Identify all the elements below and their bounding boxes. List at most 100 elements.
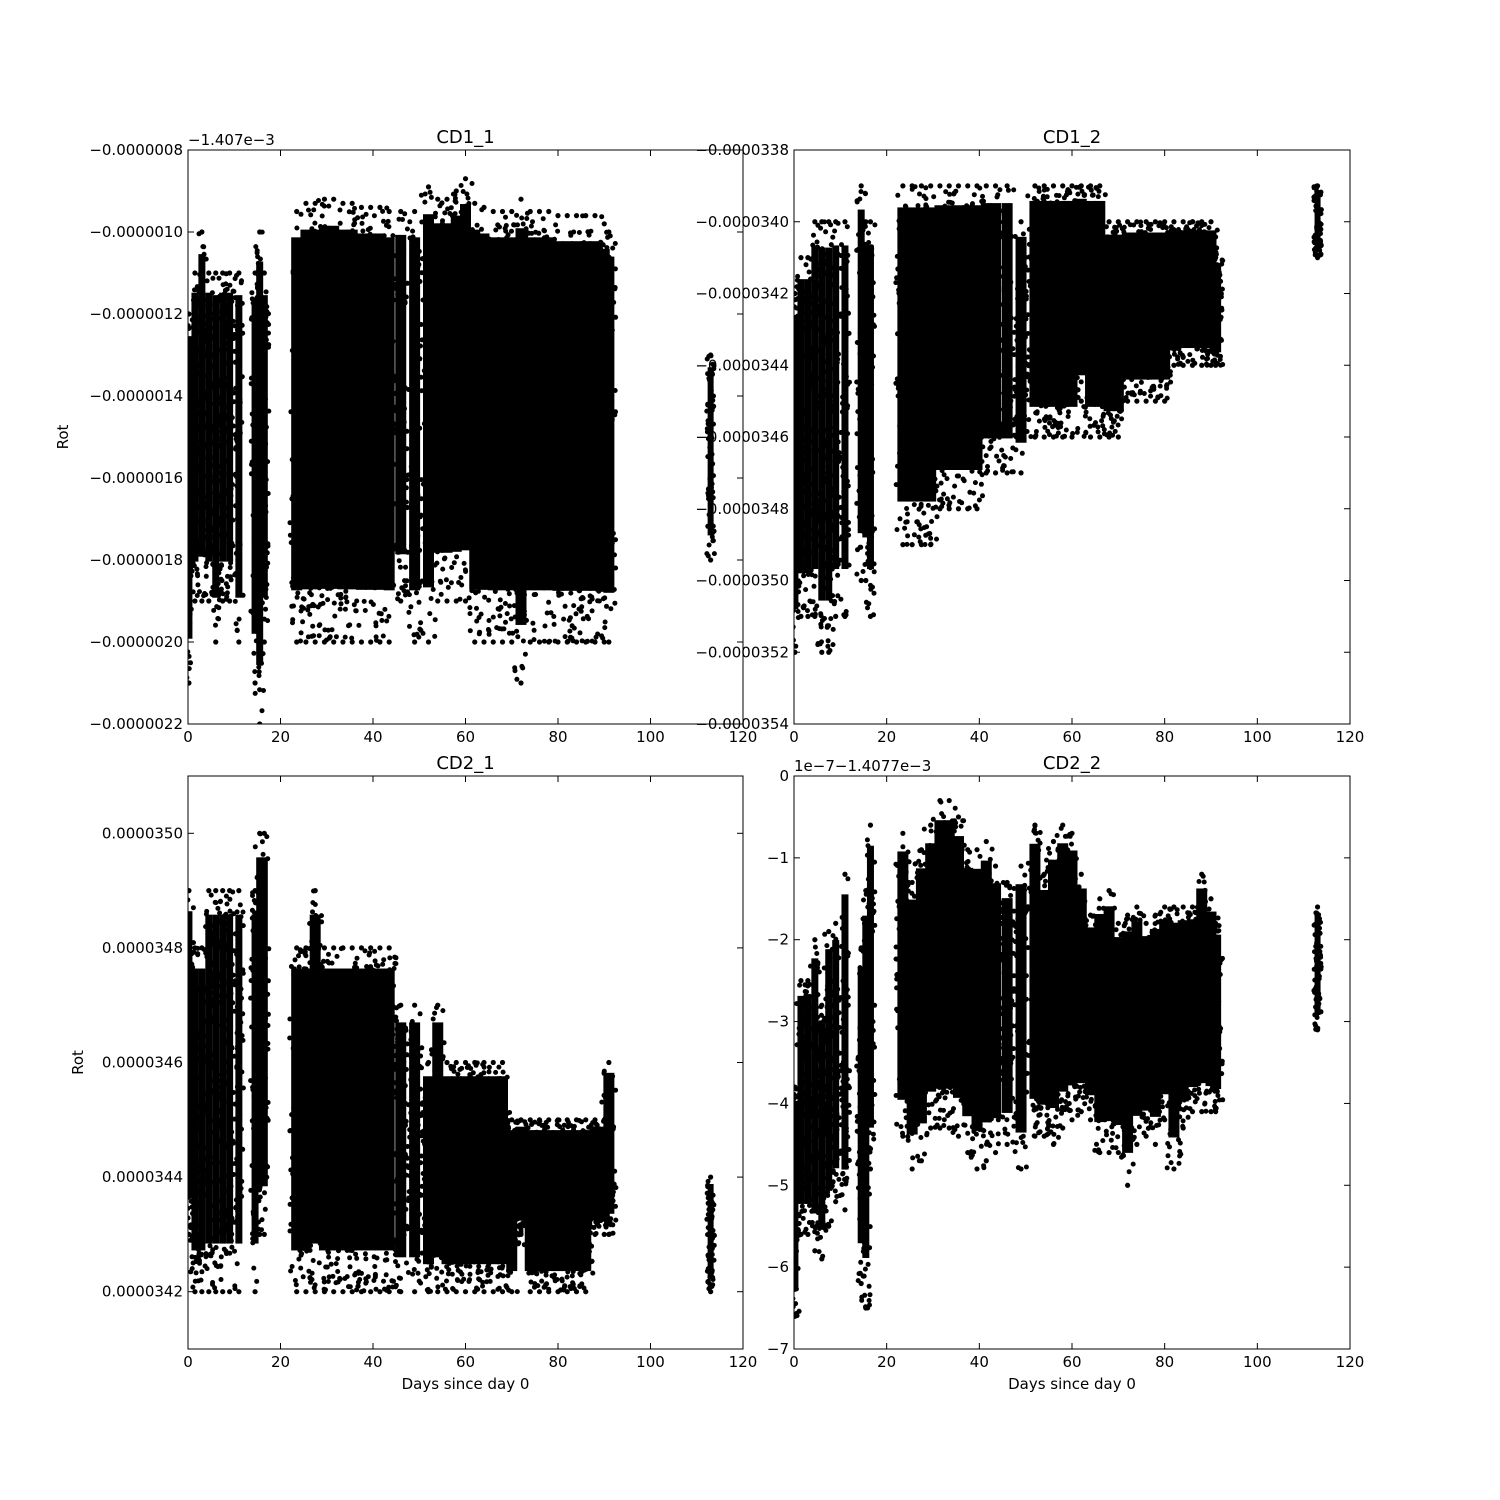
data-point (507, 324, 513, 330)
data-point (406, 609, 412, 615)
data-point (489, 329, 495, 335)
data-point (896, 300, 902, 306)
data-cluster (549, 213, 568, 645)
data-point (357, 351, 363, 357)
data-point (830, 282, 836, 288)
data-point (895, 192, 901, 198)
data-point (817, 641, 823, 647)
data-point (525, 530, 531, 536)
data-point (603, 249, 609, 255)
data-point (354, 426, 360, 431)
data-point (1008, 315, 1014, 321)
data-point (958, 459, 964, 465)
subplot-grid: 0 20 40 60 80 100 120−0.0000022−0.0000020−0.00… (54, 127, 1364, 1393)
data-point (314, 363, 320, 369)
data-point (201, 552, 207, 558)
data-point (265, 618, 271, 624)
data-point (598, 274, 604, 280)
data-point (205, 378, 211, 384)
data-point (472, 474, 478, 480)
data-point (1000, 230, 1006, 236)
data-point (484, 531, 490, 537)
data-point (951, 385, 957, 391)
data-point (606, 463, 612, 469)
data-point (1039, 220, 1045, 226)
data-point (863, 503, 868, 509)
data-point (219, 504, 225, 510)
data-point (599, 408, 604, 414)
data-point (861, 432, 867, 438)
data-point (498, 560, 503, 566)
data-point (856, 488, 862, 494)
data-point (462, 501, 468, 507)
data-point (858, 544, 864, 550)
data-point (393, 421, 398, 427)
data-point (710, 495, 716, 501)
data-point (435, 301, 441, 307)
data-point (911, 532, 917, 538)
data-point (361, 313, 367, 319)
data-point (797, 421, 803, 426)
data-point (435, 196, 441, 202)
data-point (949, 284, 955, 290)
data-point (498, 408, 504, 414)
data-point (805, 439, 811, 445)
data-point (376, 497, 382, 503)
data-point (594, 586, 600, 592)
data-point (410, 553, 416, 558)
data-point (831, 472, 837, 478)
data-point (1034, 253, 1040, 259)
data-point (855, 386, 861, 392)
data-point (490, 208, 496, 215)
data-point (339, 565, 345, 571)
data-point (604, 603, 609, 609)
data-point (425, 184, 432, 190)
data-point (191, 297, 196, 303)
data-point (957, 293, 963, 299)
data-point (805, 461, 811, 467)
data-point (260, 517, 266, 523)
data-point (830, 486, 836, 492)
data-point (533, 592, 539, 597)
data-point (296, 394, 302, 399)
data-point (480, 358, 485, 364)
data-point (972, 311, 978, 317)
data-point (573, 639, 580, 645)
data-point (986, 433, 992, 439)
data-point (504, 247, 510, 253)
data-point (474, 394, 480, 400)
data-point (969, 337, 975, 343)
data-point (955, 506, 962, 512)
data-point (937, 183, 943, 189)
data-point (216, 422, 222, 428)
data-band (524, 237, 536, 591)
data-point (595, 498, 601, 504)
data-point (364, 301, 370, 307)
data-point (396, 216, 402, 222)
data-band (1066, 200, 1078, 407)
data-point (447, 431, 453, 436)
data-point (306, 563, 312, 569)
data-point (520, 221, 526, 227)
data-point (257, 615, 263, 620)
data-point (1090, 338, 1096, 344)
data-point (568, 232, 574, 238)
data-point (484, 272, 490, 278)
data-point (231, 336, 237, 341)
data-point (375, 440, 381, 446)
data-band (1057, 200, 1069, 407)
data-point (444, 473, 450, 479)
data-point (508, 616, 514, 622)
data-point (256, 669, 262, 675)
data-point (514, 590, 520, 596)
data-point (825, 638, 831, 644)
data-point (388, 338, 394, 344)
data-point (1020, 251, 1026, 257)
data-point (428, 440, 434, 446)
data-point (1025, 331, 1031, 336)
data-point (210, 352, 216, 357)
data-point (428, 332, 434, 338)
data-point (1032, 334, 1038, 340)
data-point (487, 334, 493, 340)
data-point (391, 426, 397, 432)
